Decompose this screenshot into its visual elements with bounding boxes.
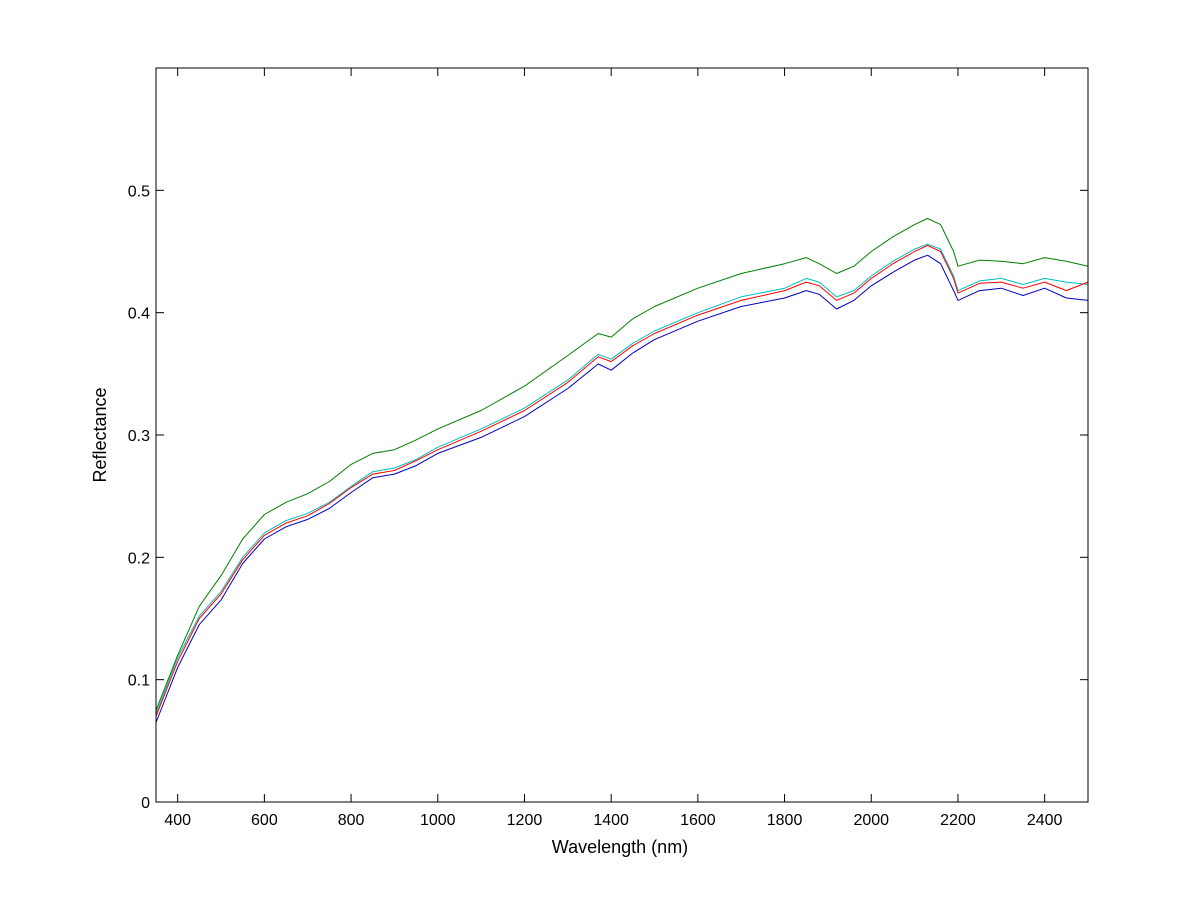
y-tick-label: 0.1 — [128, 673, 150, 690]
x-tick-label: 2400 — [1027, 812, 1063, 829]
y-tick-label: 0.2 — [128, 550, 150, 567]
x-tick-label: 600 — [251, 812, 278, 829]
series-line-2 — [155, 243, 1089, 715]
series-layer — [155, 218, 1089, 723]
y-tick-label: 0.5 — [128, 183, 150, 200]
y-tick-label: 0.4 — [128, 306, 150, 323]
x-tick-label: 1800 — [767, 812, 803, 829]
y-tick-label: 0.3 — [128, 428, 150, 445]
y-axis-label: Reflectance — [90, 387, 110, 482]
x-tick-label: 2200 — [940, 812, 976, 829]
tick-layer: 400 600 800 1000 1200 1400 1600 1800 2000 2200 240… — [128, 68, 1088, 829]
series-line-3 — [155, 244, 1089, 717]
series-line-1 — [155, 218, 1089, 711]
series-line-4 — [155, 254, 1089, 723]
x-tick-label: 400 — [164, 812, 191, 829]
x-tick-label: 800 — [338, 812, 365, 829]
x-tick-label: 1600 — [680, 812, 716, 829]
x-tick-label: 1400 — [593, 812, 629, 829]
x-tick-label: 1000 — [420, 812, 456, 829]
y-tick-label: 0 — [141, 795, 150, 812]
x-tick-label: 2000 — [853, 812, 889, 829]
x-axis-label: Wavelength (nm) — [552, 837, 688, 857]
x-tick-label: 1200 — [507, 812, 543, 829]
